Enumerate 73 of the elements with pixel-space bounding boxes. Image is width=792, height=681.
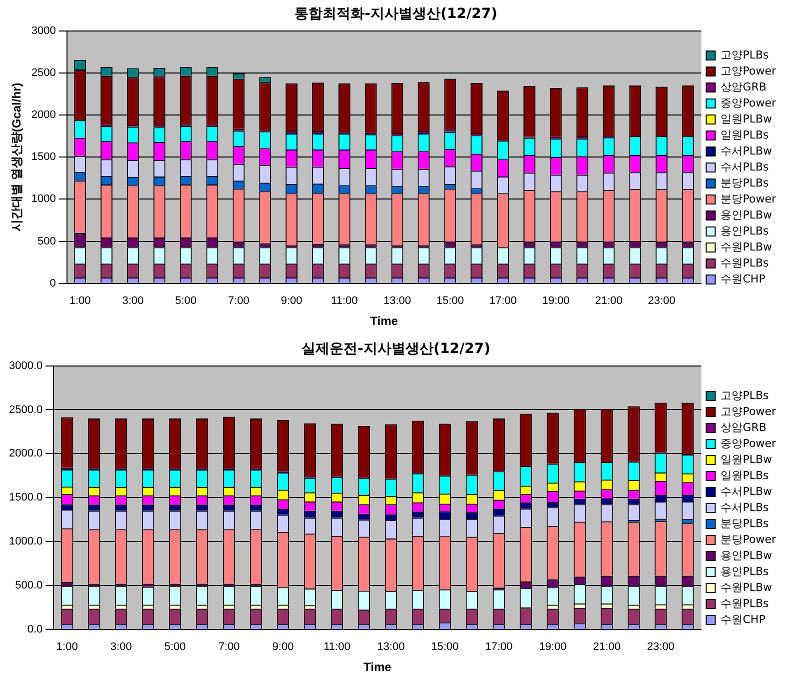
legend-label: 수원PLBw xyxy=(720,240,772,254)
y-tick-label: 500 xyxy=(38,235,56,248)
legend-label: 수원CHP xyxy=(720,612,766,626)
y-tick-label: 500.0 xyxy=(15,580,43,592)
y-tick-label: 0.0 xyxy=(27,623,43,636)
x-tick-label: 19:00 xyxy=(542,295,570,308)
x-tick-label: 9:00 xyxy=(272,641,294,654)
x-tick-label: 17:00 xyxy=(485,641,513,654)
legend-label: 수원PLBs xyxy=(720,596,770,610)
legend-label: 분당Power xyxy=(720,192,776,206)
x-tick-label: 3:00 xyxy=(110,641,132,654)
y-tick-label: 2500 xyxy=(31,66,56,79)
legend-label: 수서PLBs xyxy=(720,160,770,174)
x-tick-label: 19:00 xyxy=(539,641,567,654)
legend-label: 수서PLBs xyxy=(720,500,770,514)
legend-label: 용인PLBw xyxy=(720,548,772,562)
legend-label: 용인PLBw xyxy=(720,208,772,222)
x-tick-label: 21:00 xyxy=(594,295,622,308)
y-tick-label: 1500.0 xyxy=(8,492,43,504)
legend-label: 고양PLBs xyxy=(720,388,770,402)
x-tick-label: 15:00 xyxy=(431,641,459,654)
x-tick-label: 3:00 xyxy=(122,295,144,308)
legend-label: 수원PLBs xyxy=(720,256,770,270)
x-tick-label: 11:00 xyxy=(331,295,358,308)
legend-label: 고양PLBs xyxy=(720,48,770,62)
y-tick-label: 3000 xyxy=(31,24,56,37)
legend-label: 상암GRB xyxy=(720,420,766,434)
legend-label: 수원PLBw xyxy=(720,580,772,594)
chart-title: 통합최적화-지사별생산(12/27) xyxy=(294,6,498,22)
legend-label: 상암GRB xyxy=(720,80,766,94)
y-tick-label: 0 xyxy=(50,277,56,290)
x-tick-label: 23:00 xyxy=(647,641,675,654)
y-tick-label: 3000.0 xyxy=(8,360,43,372)
x-tick-label: 5:00 xyxy=(164,641,186,654)
legend-label: 고양Power xyxy=(720,404,776,418)
legend-label: 일원PLBs xyxy=(720,128,770,142)
legend-label: 분당PLBs xyxy=(720,176,770,190)
y-tick-label: 1000.0 xyxy=(8,536,43,548)
y-tick-label: 1500 xyxy=(31,151,56,164)
legend-label: 일원PLBs xyxy=(720,468,770,482)
x-tick-label: 7:00 xyxy=(228,295,250,308)
legend-label: 분당PLBs xyxy=(720,516,770,530)
legend-label: 일원PLBw xyxy=(720,112,772,126)
x-tick-label: 13:00 xyxy=(384,295,412,308)
y-tick-label: 2000.0 xyxy=(8,448,43,460)
legend-label: 수서PLBw xyxy=(720,144,772,158)
legend-label: 일원PLBw xyxy=(720,452,772,466)
legend-label: 수원CHP xyxy=(720,272,766,286)
x-tick-label: 1:00 xyxy=(69,295,91,308)
x-tick-label: 11:00 xyxy=(324,641,350,654)
y-tick-label: 1000 xyxy=(31,193,56,206)
x-tick-label: 21:00 xyxy=(593,641,621,654)
y-axis-title: 시간대별 열생산량(Gcal/hr) xyxy=(10,82,24,232)
x-tick-label: 5:00 xyxy=(175,295,197,308)
x-tick-label: 1:00 xyxy=(56,641,78,654)
legend-label: 용인PLBs xyxy=(720,224,770,238)
legend-label: 중앙Power xyxy=(720,436,776,450)
x-tick-label: 23:00 xyxy=(648,295,676,308)
legend-label: 용인PLBs xyxy=(720,564,770,578)
y-tick-label: 2000 xyxy=(31,109,56,122)
legend-label: 수서PLBw xyxy=(720,484,772,498)
x-tick-label: 17:00 xyxy=(489,295,517,308)
x-tick-label: 13:00 xyxy=(377,641,405,654)
chart-title: 실제운전-지사별생산(12/27) xyxy=(302,341,490,358)
x-tick-label: 9:00 xyxy=(280,295,302,308)
legend-label: 고양Power xyxy=(720,64,776,78)
legend-label: 중앙Power xyxy=(720,96,776,110)
x-axis-title: Time xyxy=(364,660,392,674)
x-axis-title: Time xyxy=(370,314,398,328)
legend-label: 분당Power xyxy=(720,532,776,546)
x-tick-label: 15:00 xyxy=(436,295,464,308)
x-tick-label: 7:00 xyxy=(218,641,240,654)
y-tick-label: 2500.0 xyxy=(8,404,43,416)
